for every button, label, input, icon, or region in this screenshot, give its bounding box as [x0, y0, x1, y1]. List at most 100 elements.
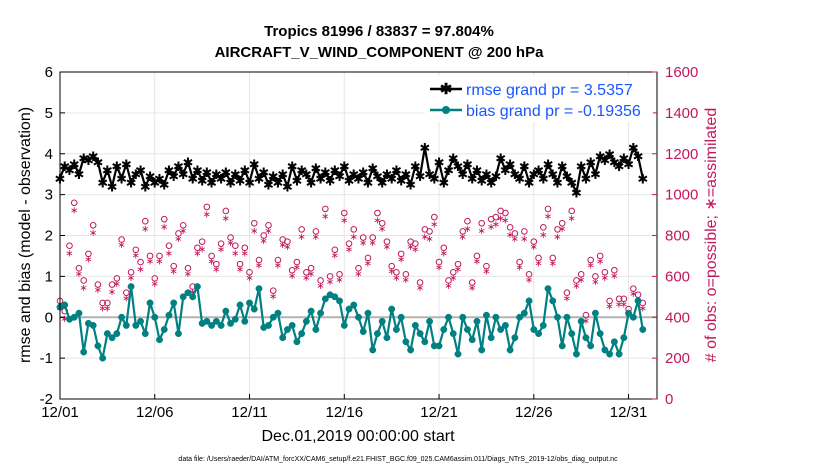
y-right-axis-label: # of obs: o=possible; ∗=assimilated	[703, 108, 720, 362]
x-axis-ticks: 12/01 12/06 12/11 12/16 12/21 12/26 12/31	[41, 394, 647, 421]
obs-assimilated-point: ∗	[544, 212, 552, 223]
bias-point	[416, 330, 424, 338]
bias-point	[573, 350, 580, 358]
obs-possible-point	[213, 260, 220, 268]
rmse-point: ✱	[381, 168, 392, 183]
rmse-point: ✱	[296, 164, 307, 179]
rmse-point: ✱	[344, 174, 355, 189]
bias-point	[440, 326, 448, 333]
bias-point	[122, 321, 130, 329]
obs-possible-point	[298, 226, 305, 233]
bias-point	[255, 285, 263, 293]
bias-point	[454, 350, 462, 358]
rmse-point: ✱	[192, 164, 203, 179]
obs-possible-point	[132, 246, 140, 254]
chart-title-line2: AIRCRAFT_V_WIND_COMPONENT @ 200 hPa	[215, 44, 545, 61]
obs-possible-point	[246, 268, 253, 276]
y-right-tick-label: 600	[665, 268, 690, 285]
obs-possible-point	[506, 224, 514, 231]
bias-point	[615, 350, 623, 358]
obs-possible-point	[355, 264, 362, 272]
obs-possible-point	[592, 273, 599, 280]
bias-point	[549, 297, 557, 305]
obs-assimilated-point: ∗	[136, 265, 144, 276]
rmse-point: ✱	[272, 176, 283, 191]
obs-assimilated-point: ∗	[278, 240, 286, 251]
obs-assimilated-point: ∗	[369, 238, 377, 249]
bias-point	[378, 317, 386, 325]
obs-assimilated-point: ∗	[477, 226, 485, 237]
obs-assimilated-point: ∗	[108, 287, 116, 298]
obs-possible-point	[426, 228, 433, 235]
obs-assimilated-point: ∗	[525, 275, 533, 286]
rmse-point: ✱	[580, 172, 591, 187]
obs-assimilated-point: ∗	[449, 273, 457, 284]
obs-possible-point	[108, 281, 116, 288]
obs-assimilated-point: ∗	[269, 291, 277, 302]
obs-possible-point	[269, 287, 277, 294]
obs-assimilated-point: ∗	[459, 232, 467, 243]
obs-assimilated-point: ∗	[250, 226, 258, 237]
obs-possible-point	[539, 224, 547, 231]
bias-point	[501, 321, 509, 329]
obs-assimilated-point: ∗	[506, 230, 514, 241]
bias-point	[231, 315, 239, 323]
obs-possible-point	[222, 207, 230, 215]
rmse-point: ✱	[410, 160, 421, 175]
bias-point	[99, 354, 107, 362]
obs-possible-point	[80, 277, 87, 284]
obs-possible-point	[104, 299, 111, 307]
obs-assimilated-point: ∗	[444, 281, 452, 292]
rmse-point: ✱	[135, 164, 146, 179]
obs-assimilated-point: ∗	[184, 269, 192, 280]
obs-possible-point	[156, 252, 163, 260]
obs-possible-point	[431, 213, 438, 221]
rmse-point: ✱	[154, 172, 165, 187]
bias-point	[103, 330, 111, 338]
obs-assimilated-point: ∗	[198, 244, 206, 255]
bias-point	[175, 330, 182, 338]
bias-point	[89, 321, 97, 329]
bias-point	[516, 313, 524, 321]
obs-possible-point	[397, 250, 405, 258]
rmse-point: ✱	[102, 164, 113, 179]
rmse-point: ✱	[140, 180, 151, 195]
bias-point	[184, 289, 192, 297]
bias-point	[298, 330, 306, 338]
bias-point	[591, 309, 599, 317]
obs-assimilated-point: ∗	[226, 238, 234, 249]
obs-possible-point	[369, 234, 377, 241]
obs-possible-point	[554, 226, 561, 233]
x-tick-label: 12/06	[136, 404, 174, 421]
obs-assimilated-point: ∗	[207, 257, 215, 268]
bias-point	[283, 326, 291, 333]
bias-point	[160, 326, 168, 333]
bias-point	[492, 313, 500, 321]
rmse-point: ✱	[434, 156, 445, 171]
obs-possible-point	[601, 268, 609, 276]
bias-point	[137, 317, 144, 325]
obs-possible-point	[630, 285, 637, 292]
obs-assimilated-point: ∗	[193, 248, 201, 259]
data-file-footer: data file: /Users/raeder/DAI/ATM_forcXX/…	[178, 456, 618, 463]
legend-box	[425, 76, 653, 122]
rmse-point: ✱	[353, 172, 364, 187]
obs-assimilated-point: ∗	[639, 304, 647, 315]
obs-possible-point	[217, 240, 225, 247]
rmse-point: ✱	[73, 168, 84, 183]
obs-possible-point	[340, 209, 348, 217]
obs-assimilated-point: ∗	[596, 257, 604, 268]
rmse-point: ✱	[69, 158, 80, 173]
obs-possible-point	[75, 264, 83, 272]
obs-possible-point	[511, 230, 519, 237]
rmse-point: ✱	[552, 176, 563, 191]
obs-assimilated-point: ∗	[113, 279, 121, 290]
rmse-point: ✱	[258, 166, 269, 181]
bias-point	[113, 330, 121, 338]
obs-assimilated-point: ∗	[345, 244, 353, 255]
rmse-point: ✱	[476, 174, 487, 189]
rmse-point: ✱	[396, 174, 407, 189]
obs-assimilated-point: ∗	[601, 273, 609, 284]
rmse-point: ✱	[557, 160, 568, 175]
obs-assimilated-point: ∗	[591, 277, 599, 288]
